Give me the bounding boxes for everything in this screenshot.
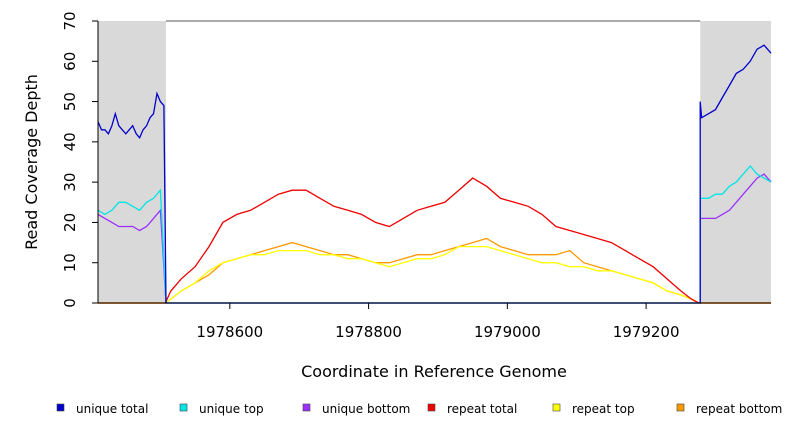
series-line-unique-bottom	[97, 173, 772, 304]
series-line-unique-total	[97, 44, 772, 304]
legend: unique total unique top unique bottom repea…	[56, 402, 782, 416]
y-tick-label-70: 70	[61, 11, 79, 30]
y-tick-label-20: 20	[61, 213, 79, 232]
y-tick-label-50: 50	[61, 92, 79, 111]
legend-item-unique-total: unique total	[56, 402, 148, 416]
x-tick-label-1978600: 1978600	[196, 323, 263, 341]
legend-label: repeat top	[572, 402, 635, 416]
legend-label: unique total	[76, 402, 148, 416]
legend-item-unique-bottom: unique bottom	[302, 402, 410, 416]
y-tick-label-0: 0	[61, 298, 79, 308]
legend-label: unique bottom	[322, 402, 410, 416]
x-tick-label-1979200: 1979200	[613, 323, 680, 341]
legend-item-unique-top: unique top	[179, 402, 264, 416]
legend-label: repeat bottom	[696, 402, 782, 416]
y-tick-label-30: 30	[61, 173, 79, 192]
legend-swatch	[56, 403, 65, 412]
legend-label: repeat total	[447, 402, 517, 416]
y-tick-label-40: 40	[61, 132, 79, 151]
y-tick-label-10: 10	[61, 253, 79, 272]
shaded-region-1	[700, 21, 771, 303]
series-line-unique-top	[97, 165, 772, 304]
legend-swatch	[179, 403, 188, 412]
legend-item-repeat-top: repeat top	[552, 402, 635, 416]
legend-label: unique top	[199, 402, 264, 416]
x-tick-label-1978800: 1978800	[335, 323, 402, 341]
masked-regions	[98, 21, 771, 303]
x-tick-label-1979000: 1979000	[474, 323, 541, 341]
legend-swatch	[427, 403, 436, 412]
x-axis-title: Coordinate in Reference Genome	[301, 362, 567, 381]
series-line-repeat-total	[98, 177, 771, 304]
y-tick-label-60: 60	[61, 52, 79, 71]
legend-item-repeat-total: repeat total	[427, 402, 517, 416]
series-lines	[97, 44, 772, 304]
y-axis-title: Read Coverage Depth	[22, 74, 41, 250]
legend-swatch	[552, 403, 561, 412]
series-line-repeat-top	[98, 245, 771, 304]
legend-swatch	[302, 403, 311, 412]
legend-item-repeat-bottom: repeat bottom	[676, 402, 782, 416]
axes: 0 10 20 30 40 50 60 70 1978600 1978800 1979000 1979…	[61, 11, 771, 341]
legend-swatch	[676, 403, 685, 412]
shaded-region-0	[98, 21, 166, 303]
series-line-repeat-bottom	[98, 237, 771, 304]
